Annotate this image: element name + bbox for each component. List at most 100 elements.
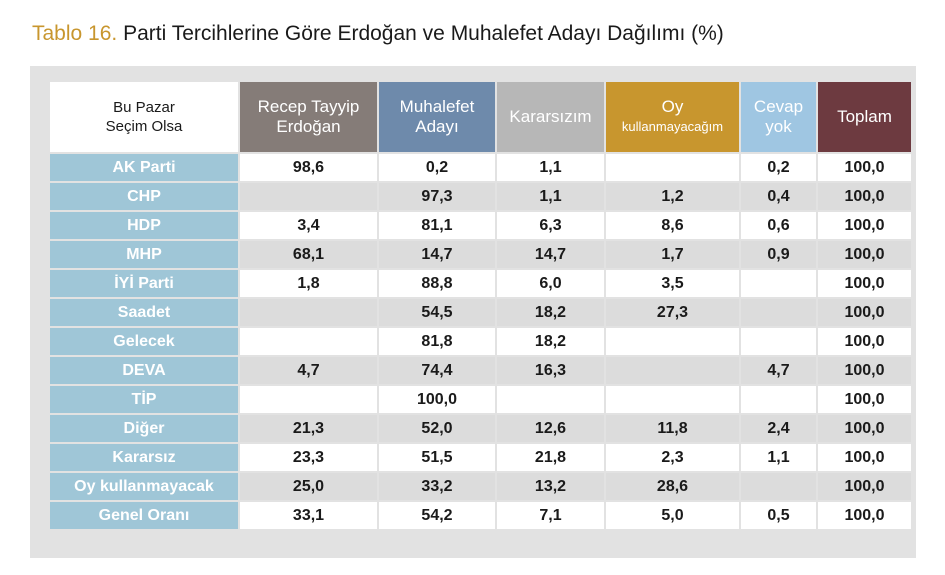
table-cell: [606, 154, 739, 181]
column-header-line: Erdoğan: [276, 117, 341, 136]
table-cell: [741, 299, 816, 326]
table-row: Diğer 21,3 52,0 12,6 11,8 2,4 100,0: [50, 415, 911, 442]
table-cell: [240, 386, 377, 413]
table-cell: 13,2: [497, 473, 604, 500]
table-cell: 27,3: [606, 299, 739, 326]
table-cell: [240, 299, 377, 326]
table-cell: 2,4: [741, 415, 816, 442]
table-cell: 100,0: [818, 212, 911, 239]
column-header-cevap-yok: Cevap yok: [741, 82, 816, 152]
table-cell: 51,5: [379, 444, 495, 471]
row-label: İYİ Parti: [50, 270, 238, 297]
table-cell: 18,2: [497, 328, 604, 355]
table-cell: 100,0: [818, 415, 911, 442]
table-cell: 25,0: [240, 473, 377, 500]
column-header-line: Toplam: [837, 107, 892, 126]
column-header-toplam: Toplam: [818, 82, 911, 152]
column-header-line: yok: [765, 117, 792, 136]
table-cell: 74,4: [379, 357, 495, 384]
table-cell: [606, 386, 739, 413]
table-cell: 0,6: [741, 212, 816, 239]
row-label: Genel Oranı: [50, 502, 238, 529]
table-cell: 100,0: [818, 270, 911, 297]
table-number: Tablo 16.: [32, 22, 118, 45]
header-row: Bu Pazar Seçim Olsa Recep Tayyip Erdoğan…: [50, 82, 911, 152]
table-row: Saadet 54,5 18,2 27,3 100,0: [50, 299, 911, 326]
table-cell: 16,3: [497, 357, 604, 384]
table-row: HDP 3,4 81,1 6,3 8,6 0,6 100,0: [50, 212, 911, 239]
table-row: Oy kullanmayacak 25,0 33,2 13,2 28,6 100,0: [50, 473, 911, 500]
table-title: Tablo 16. Parti Tercihlerine Göre Erdoğa…: [32, 22, 724, 46]
table-cell: 100,0: [818, 299, 911, 326]
table-cell: 14,7: [497, 241, 604, 268]
table-cell: 0,5: [741, 502, 816, 529]
table-cell: 100,0: [818, 241, 911, 268]
table-body: AK Parti 98,6 0,2 1,1 0,2 100,0 CHP 97,3 1,1 1,2 0…: [50, 154, 911, 529]
corner-header-line: Bu Pazar: [113, 99, 175, 116]
table-cell: 33,1: [240, 502, 377, 529]
table-cell: [606, 328, 739, 355]
table-cell: 4,7: [240, 357, 377, 384]
table-cell: 54,5: [379, 299, 495, 326]
table-cell: 100,0: [818, 154, 911, 181]
table-cell: 68,1: [240, 241, 377, 268]
row-label: Kararsız: [50, 444, 238, 471]
column-header-line: Cevap: [753, 97, 804, 116]
table-cell: 100,0: [818, 183, 911, 210]
column-header-line: Adayı: [415, 117, 459, 136]
table-cell: 97,3: [379, 183, 495, 210]
table-cell: 1,7: [606, 241, 739, 268]
table-cell: [497, 386, 604, 413]
table-row: MHP 68,1 14,7 14,7 1,7 0,9 100,0: [50, 241, 911, 268]
table-cell: 23,3: [240, 444, 377, 471]
table-cell: 81,8: [379, 328, 495, 355]
table-row: AK Parti 98,6 0,2 1,1 0,2 100,0: [50, 154, 911, 181]
table-cell: 1,1: [497, 183, 604, 210]
table-row: TİP 100,0 100,0: [50, 386, 911, 413]
table-title-text: Parti Tercihlerine Göre Erdoğan ve Muhal…: [123, 22, 724, 45]
column-header-line: Oy: [661, 97, 684, 116]
table-cell: 12,6: [497, 415, 604, 442]
column-header-erdogan: Recep Tayyip Erdoğan: [240, 82, 377, 152]
table-cell: 100,0: [818, 444, 911, 471]
column-header-oy-kullanmayacagim: Oy kullanmayacağım: [606, 82, 739, 152]
table-cell: 14,7: [379, 241, 495, 268]
table-cell: 54,2: [379, 502, 495, 529]
row-label: Oy kullanmayacak: [50, 473, 238, 500]
table-cell: [741, 473, 816, 500]
table-cell: [741, 386, 816, 413]
table-cell: 100,0: [379, 386, 495, 413]
corner-header-line: Seçim Olsa: [105, 118, 183, 135]
table-cell: 1,8: [240, 270, 377, 297]
table-cell: 6,3: [497, 212, 604, 239]
table-cell: 21,3: [240, 415, 377, 442]
table-cell: 0,4: [741, 183, 816, 210]
table-row: CHP 97,3 1,1 1,2 0,4 100,0: [50, 183, 911, 210]
table-cell: 52,0: [379, 415, 495, 442]
column-header-muhalefet: Muhalefet Adayı: [379, 82, 495, 152]
corner-header: Bu Pazar Seçim Olsa: [50, 82, 238, 152]
row-label: AK Parti: [50, 154, 238, 181]
row-label: TİP: [50, 386, 238, 413]
table-cell: 4,7: [741, 357, 816, 384]
table-cell: 100,0: [818, 328, 911, 355]
table-row: DEVA 4,7 74,4 16,3 4,7 100,0: [50, 357, 911, 384]
table-cell: 2,3: [606, 444, 739, 471]
table-cell: 3,4: [240, 212, 377, 239]
row-label: DEVA: [50, 357, 238, 384]
table-cell: 88,8: [379, 270, 495, 297]
table-cell: 100,0: [818, 357, 911, 384]
table-cell: [240, 183, 377, 210]
data-table: Bu Pazar Seçim Olsa Recep Tayyip Erdoğan…: [48, 80, 913, 531]
table-row: Gelecek 81,8 18,2 100,0: [50, 328, 911, 355]
table-cell: [240, 328, 377, 355]
table-row: Kararsız 23,3 51,5 21,8 2,3 1,1 100,0: [50, 444, 911, 471]
table-cell: 7,1: [497, 502, 604, 529]
table-cell: 21,8: [497, 444, 604, 471]
column-header-line: Muhalefet: [399, 97, 475, 116]
table-row: Genel Oranı 33,1 54,2 7,1 5,0 0,5 100,0: [50, 502, 911, 529]
table-cell: 0,2: [741, 154, 816, 181]
table-cell: 81,1: [379, 212, 495, 239]
table-cell: [741, 270, 816, 297]
column-header-line: Recep Tayyip: [257, 97, 360, 116]
